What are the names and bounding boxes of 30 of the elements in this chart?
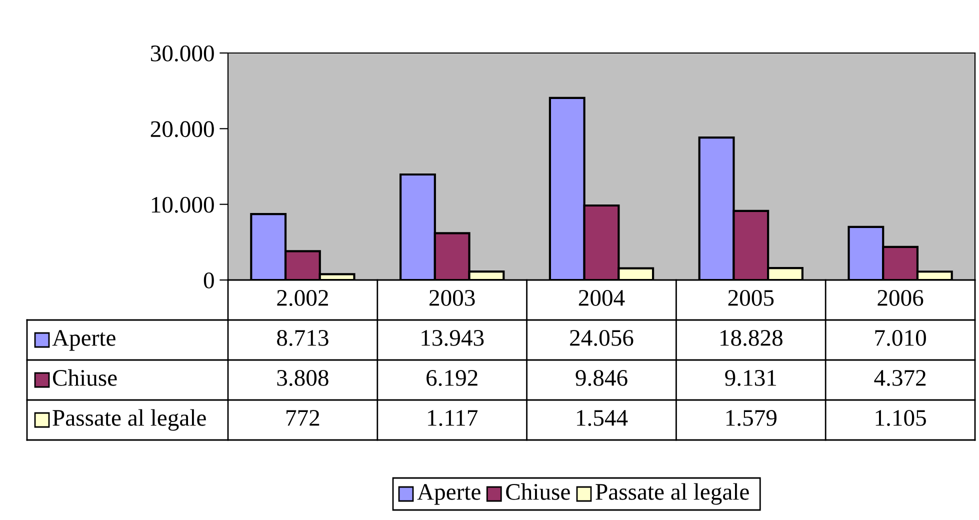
data-label: 4.372: [874, 370, 926, 386]
x-tick-label: 2005: [728, 290, 774, 306]
x-tick-label: 2.002: [277, 290, 328, 306]
text: Passate al legale: [596, 483, 749, 505]
legend-label: Chiuse: [52, 369, 117, 386]
data-label: 9.131: [725, 370, 776, 386]
data-label: 1.579: [726, 410, 776, 426]
data-label: 24.056: [570, 330, 634, 346]
text: Aperte: [417, 484, 480, 505]
data-label: 18.828: [720, 330, 782, 346]
data-label: 1.544: [577, 410, 628, 426]
y-tick-label: 30.000: [151, 45, 214, 62]
y-tick-label: 10.000: [152, 196, 214, 213]
data-label: 1.117: [428, 410, 478, 426]
y-tick-label: 20.000: [150, 121, 214, 138]
text: Chiuse: [506, 483, 570, 500]
data-label: 1.105: [876, 410, 926, 426]
data-label: 9.846: [576, 370, 628, 386]
data-label: 6.192: [426, 370, 478, 386]
data-label: 8.713: [277, 330, 328, 346]
y-tick-label: 0: [204, 272, 214, 288]
x-tick-label: 2003: [430, 290, 475, 306]
data-label: 772: [286, 410, 320, 426]
legend-label: Passate al legale: [52, 409, 206, 431]
legend-label: Aperte: [52, 330, 116, 351]
x-tick-label: 2006: [878, 290, 924, 306]
data-label: 13.943: [422, 330, 484, 346]
data-label: 7.010: [875, 330, 926, 346]
x-tick-label: 2004: [578, 290, 625, 306]
data-label: 3.808: [277, 370, 328, 386]
